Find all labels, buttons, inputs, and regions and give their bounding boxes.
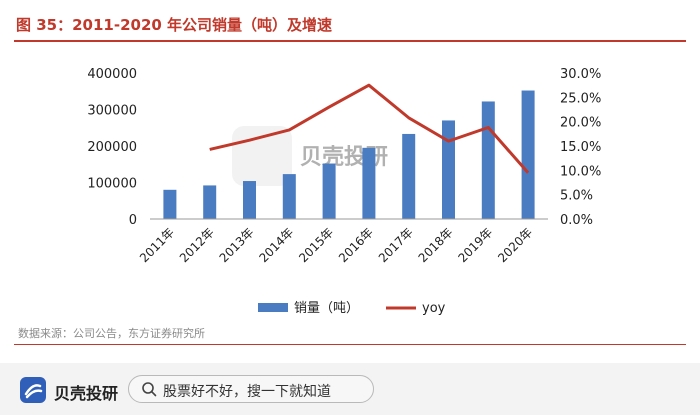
title-divider [14, 40, 686, 42]
left-tick-label: 200000 [87, 140, 137, 155]
x-tick-label: 2020年 [495, 225, 535, 265]
x-tick-label: 2014年 [256, 225, 296, 265]
search-icon [142, 382, 157, 397]
bar [243, 181, 256, 219]
line-series [209, 83, 530, 174]
bottom-divider [14, 344, 686, 345]
x-tick-label: 2018年 [416, 225, 456, 265]
legend-bar-label: 销量（吨） [294, 301, 359, 316]
brand-name[interactable]: 贝壳投研 [54, 384, 119, 403]
yoy-line [209, 83, 530, 174]
right-tick-label: 25.0% [560, 91, 601, 106]
bar [481, 101, 495, 219]
legend-line-label: yoy [422, 301, 446, 316]
right-tick-label: 10.0% [560, 164, 601, 179]
bar [521, 90, 535, 219]
right-tick-label: 0.0% [560, 213, 593, 228]
legend: 销量（吨） yoy [258, 301, 446, 316]
source-note: 数据来源：公司公告，东方证券研究所 [18, 327, 205, 340]
left-tick-label: 100000 [87, 177, 137, 192]
x-tick-label: 2012年 [177, 225, 217, 265]
bar [163, 189, 177, 219]
search-placeholder: 股票好不好，搜一下就知道 [163, 384, 331, 400]
left-tick-label: 300000 [87, 104, 137, 119]
left-tick-label: 400000 [87, 67, 137, 82]
bar [362, 147, 376, 219]
x-axis: 2011年 2012年 2013年 2014年 2015年 2016年 2017年 2018年… [137, 218, 548, 265]
right-tick-label: 30.0% [560, 67, 601, 82]
bar [322, 163, 336, 219]
x-tick-label: 2019年 [455, 225, 495, 265]
bar-series [163, 90, 535, 219]
legend-bar-swatch [258, 303, 288, 312]
x-tick-label: 2013年 [217, 225, 257, 265]
right-axis: 0.0% 5.0% 10.0% 15.0% 20.0% 25.0% 30.0% [560, 67, 601, 228]
search-input[interactable]: 股票好不好，搜一下就知道 [128, 375, 374, 403]
bar [402, 133, 416, 219]
x-tick-label: 2017年 [376, 225, 416, 265]
right-tick-label: 15.0% [560, 140, 601, 155]
bar [282, 174, 296, 219]
x-tick-label: 2011年 [137, 225, 177, 265]
bar [442, 120, 455, 219]
left-axis: 0 100000 200000 300000 400000 [87, 67, 137, 228]
figure-title: 图 35：2011-2020 年公司销量（吨）及增速 [16, 16, 333, 34]
bar [203, 185, 217, 219]
right-tick-label: 5.0% [560, 189, 593, 204]
x-tick-label: 2015年 [296, 225, 336, 265]
brand-logo-icon[interactable] [20, 377, 46, 403]
x-tick-label: 2016年 [336, 225, 376, 265]
right-tick-label: 20.0% [560, 116, 601, 131]
left-tick-label: 0 [129, 213, 137, 228]
footer-bar: 贝壳投研 股票好不好，搜一下就知道 [0, 363, 700, 415]
